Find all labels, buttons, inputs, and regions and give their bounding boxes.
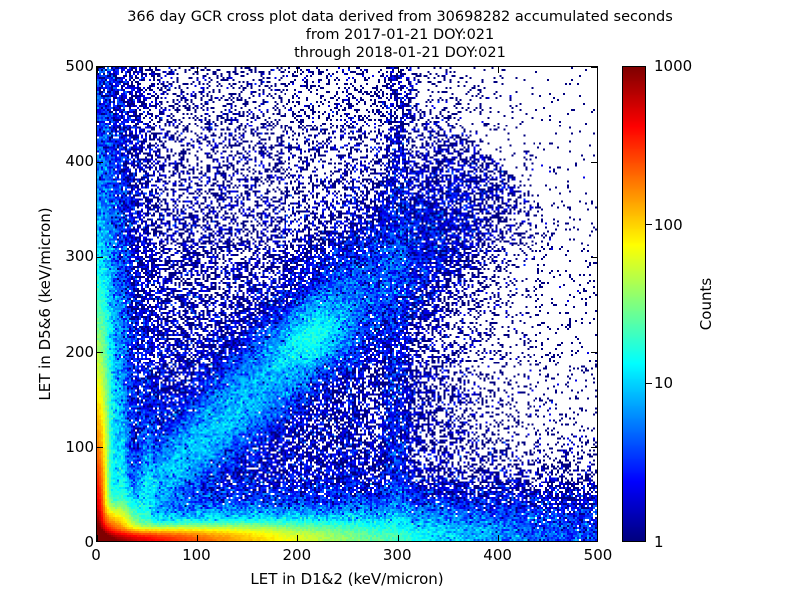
colorbar-tick-label: 1 bbox=[654, 533, 664, 551]
density-heatmap bbox=[97, 67, 597, 541]
y-tick-mark bbox=[591, 351, 597, 354]
y-tick-mark bbox=[591, 256, 597, 259]
x-tick-label: 100 bbox=[182, 546, 211, 564]
y-tick-label: 500 bbox=[65, 57, 94, 75]
y-tick-mark bbox=[591, 67, 597, 68]
plot-axes bbox=[96, 66, 598, 542]
x-axis-label: LET in D1&2 (keV/micron) bbox=[250, 570, 444, 588]
y-tick-mark bbox=[97, 256, 103, 259]
y-tick-mark bbox=[591, 447, 597, 449]
y-tick-label: 0 bbox=[84, 533, 94, 551]
x-tick-mark bbox=[97, 67, 98, 73]
colorbar-tick-label: 100 bbox=[654, 215, 683, 234]
x-tick-mark bbox=[196, 535, 199, 541]
x-tick-mark bbox=[497, 67, 500, 73]
x-tick-label: 400 bbox=[483, 546, 512, 564]
x-tick-label: 500 bbox=[583, 546, 613, 564]
x-tick-mark bbox=[297, 67, 299, 73]
x-tick-mark bbox=[196, 67, 199, 73]
x-tick-mark bbox=[497, 535, 500, 541]
plot-title-line-2: from 2017-01-21 DOY:021 bbox=[305, 27, 495, 43]
y-tick-mark bbox=[591, 161, 597, 163]
x-tick-mark bbox=[397, 535, 399, 541]
colorbar-tick-label: 10 bbox=[654, 374, 674, 393]
x-tick-mark bbox=[397, 67, 399, 73]
x-tick-label: 300 bbox=[382, 546, 412, 564]
colorbar-tick-label: 1000 bbox=[654, 57, 693, 75]
y-tick-label: 200 bbox=[65, 342, 94, 361]
plot-title-line-1: 366 day GCR cross plot data derived from… bbox=[127, 9, 673, 25]
y-tick-label: 400 bbox=[65, 152, 94, 171]
plot-title: 366 day GCR cross plot data derived from… bbox=[0, 8, 800, 62]
x-tick-label: 0 bbox=[91, 546, 101, 564]
plot-title-line-3: through 2018-01-21 DOY:021 bbox=[294, 45, 506, 61]
colorbar-label: Counts bbox=[697, 277, 715, 331]
colorbar bbox=[622, 66, 646, 542]
y-tick-label: 300 bbox=[65, 247, 94, 266]
y-tick-mark bbox=[97, 161, 103, 163]
y-tick-mark bbox=[97, 67, 103, 68]
colorbar-tick-mark bbox=[646, 224, 652, 226]
x-tick-mark bbox=[297, 535, 299, 541]
y-axis-label: LET in D5&6 (keV/micron) bbox=[36, 207, 54, 401]
colorbar-gradient bbox=[623, 67, 645, 541]
x-tick-label: 200 bbox=[282, 546, 312, 564]
x-tick-mark bbox=[97, 535, 98, 541]
y-tick-label: 100 bbox=[65, 437, 94, 456]
colorbar-tick-mark bbox=[646, 382, 652, 384]
y-tick-mark bbox=[97, 447, 103, 449]
y-tick-mark bbox=[97, 351, 103, 354]
